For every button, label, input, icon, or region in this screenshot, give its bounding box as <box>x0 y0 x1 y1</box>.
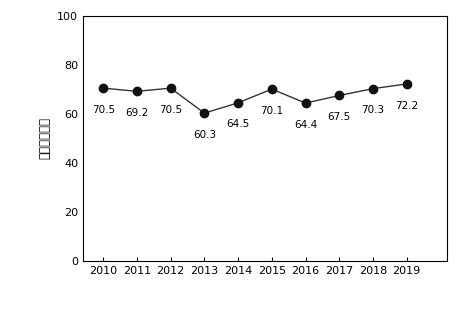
Text: 64.5: 64.5 <box>226 120 250 129</box>
Y-axis label: 達成率（％）: 達成率（％） <box>39 117 52 159</box>
Text: 70.5: 70.5 <box>159 105 182 115</box>
Text: 64.4: 64.4 <box>294 120 317 130</box>
Text: 67.5: 67.5 <box>328 112 351 122</box>
Text: 70.5: 70.5 <box>92 105 115 115</box>
Text: 72.2: 72.2 <box>395 100 418 111</box>
Text: 69.2: 69.2 <box>125 108 148 118</box>
Text: 60.3: 60.3 <box>193 130 216 140</box>
Text: 70.1: 70.1 <box>260 106 284 116</box>
Text: 70.3: 70.3 <box>361 105 384 115</box>
